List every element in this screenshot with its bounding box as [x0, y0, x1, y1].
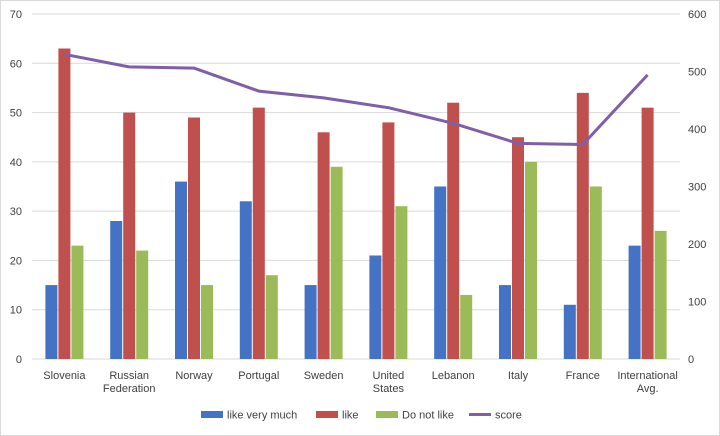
- bar-do-not-like: [265, 275, 278, 359]
- right-tick-label: 100: [688, 297, 706, 309]
- category-label: Portugal: [238, 370, 279, 382]
- left-tick-label: 50: [10, 108, 22, 120]
- category-label: Italy: [508, 370, 529, 382]
- bar-do-not-like: [525, 161, 537, 359]
- category-label: Slovenia: [43, 370, 86, 382]
- legend-label: Do not like: [402, 410, 454, 422]
- bar-like-very-much: [175, 181, 187, 359]
- left-tick-label: 60: [10, 58, 22, 70]
- legend-label: like: [342, 410, 359, 422]
- legend-item: score: [469, 410, 522, 422]
- right-tick-label: 200: [688, 239, 706, 251]
- category-label: Norway: [175, 370, 213, 382]
- legend-item: like: [316, 410, 359, 422]
- line-score: [64, 52, 649, 146]
- category-label: Lebanon: [432, 370, 475, 382]
- bar-like: [641, 107, 654, 360]
- category-label: Sweden: [304, 370, 344, 382]
- left-tick-label: 20: [10, 255, 22, 267]
- bar-like-very-much: [499, 285, 511, 359]
- bar-like-very-much: [304, 285, 317, 359]
- bar-like: [188, 117, 200, 359]
- bar-do-not-like: [201, 285, 213, 359]
- bar-like: [382, 122, 395, 359]
- left-tick-label: 0: [16, 354, 22, 366]
- left-tick-label: 10: [10, 305, 22, 317]
- right-axis-ticks: 0 100 200 300 400 500 600: [688, 9, 706, 366]
- bar-like-very-much: [45, 285, 58, 359]
- left-tick-label: 70: [10, 9, 22, 21]
- legend: like very much like Do not like score: [201, 410, 522, 422]
- right-tick-label: 500: [688, 67, 706, 79]
- bar-like: [123, 112, 136, 359]
- bar-like-very-much: [434, 186, 447, 359]
- bar-like: [252, 107, 265, 360]
- category-label: International Avg.: [617, 370, 678, 395]
- bar-like-very-much: [628, 245, 641, 359]
- bar-do-not-like: [395, 206, 408, 359]
- bar-like: [512, 137, 524, 359]
- bar-like: [447, 102, 460, 359]
- category-labels: Slovenia Russian Federation Norway Portugal S…: [43, 370, 678, 395]
- right-tick-label: 300: [688, 182, 706, 194]
- bars: [45, 48, 667, 360]
- bar-do-not-like: [71, 245, 84, 359]
- right-tick-label: 0: [688, 354, 694, 366]
- category-label: France: [566, 370, 600, 382]
- left-tick-label: 40: [10, 157, 22, 169]
- category-label: United States: [373, 370, 405, 395]
- score-line: [64, 52, 649, 146]
- bar-do-not-like: [654, 230, 667, 359]
- legend-swatch: [376, 411, 398, 418]
- legend-swatch: [201, 411, 223, 418]
- right-tick-label: 400: [688, 124, 706, 136]
- bar-like-very-much: [563, 304, 576, 359]
- bar-like: [317, 132, 330, 359]
- bar-like-very-much: [369, 255, 382, 359]
- category-label: Russian Federation: [103, 370, 156, 395]
- bar-do-not-like: [460, 294, 473, 359]
- legend-label: like very much: [227, 410, 297, 422]
- bar-like: [58, 48, 71, 359]
- bar-do-not-like: [330, 166, 343, 359]
- legend-label: score: [495, 410, 522, 422]
- bar-like: [576, 92, 589, 359]
- bar-like-very-much: [110, 221, 123, 359]
- left-tick-label: 30: [10, 206, 22, 218]
- legend-item: Do not like: [376, 410, 454, 422]
- bar-like-very-much: [239, 201, 252, 359]
- right-tick-label: 600: [688, 9, 706, 21]
- left-axis-ticks: 0 10 20 30 40 50 60 70: [10, 9, 22, 366]
- legend-swatch: [316, 411, 338, 418]
- bar-do-not-like: [136, 250, 149, 359]
- bar-do-not-like: [589, 186, 602, 359]
- legend-item: like very much: [201, 410, 297, 422]
